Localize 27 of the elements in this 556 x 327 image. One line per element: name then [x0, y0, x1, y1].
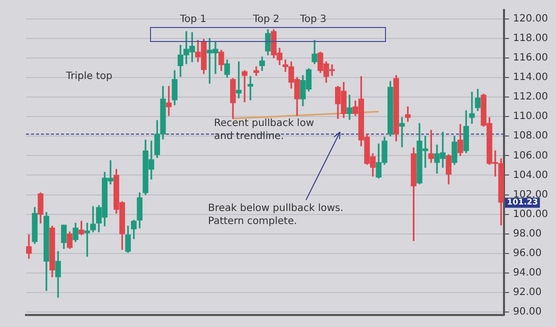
y-tick-label: 108.00 [513, 130, 548, 142]
candlestick [248, 76, 254, 100]
y-tick-label: 110.00 [513, 111, 548, 122]
y-tick-label: 114.00 [513, 72, 548, 84]
candlestick [399, 117, 405, 148]
candlestick [469, 92, 475, 124]
text: 101.23 [507, 197, 538, 206]
annotation: Top 3 [300, 13, 328, 26]
annotation: Triple top [66, 70, 114, 83]
y-tick-label: 96.00 [513, 248, 542, 260]
y-tick-label: 104.00 [513, 170, 548, 181]
annotation: Top 1 [180, 13, 208, 26]
annotation: Break below pullback lows. Pattern complete. [208, 202, 344, 228]
y-tick-label: 120.00 [513, 13, 548, 24]
annotation: Recent pullback low and trendline. [214, 117, 315, 143]
y-tick-label: 100.00 [513, 208, 548, 220]
y-tick-label: 118.00 [513, 32, 548, 44]
y-tick-label: 116.00 [513, 52, 548, 64]
y-tick-label: 98.00 [513, 228, 542, 240]
y-tick-label: 90.00 [513, 306, 542, 318]
y-tick-label: 92.00 [513, 287, 542, 298]
annotation: Top 2 [253, 14, 280, 25]
y-tick-label: 106.00 [513, 150, 548, 162]
y-tick-label: 112.00 [513, 92, 548, 103]
y-tick-label: 94.00 [513, 268, 542, 279]
candlestick [346, 94, 352, 120]
candlestick [90, 206, 96, 232]
